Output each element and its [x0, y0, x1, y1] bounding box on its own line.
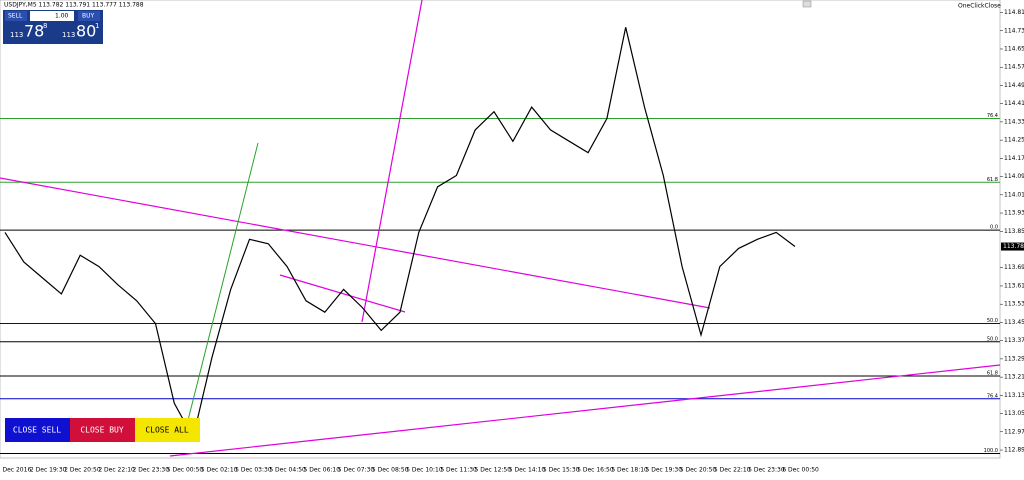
price-label: 113.855: [1004, 228, 1024, 235]
time-label: 5 Dec 07:30: [338, 467, 375, 474]
time-label: 5 Dec 20:50: [680, 467, 717, 474]
sell-button[interactable]: [5, 11, 27, 21]
bid-big: 78: [24, 22, 44, 41]
trend-line: [0, 177, 711, 309]
price-label: 114.575: [1004, 64, 1024, 71]
price-label: 114.335: [1004, 118, 1024, 125]
lot-value: 1.00: [55, 13, 69, 20]
price-label: 113.055: [1004, 410, 1024, 417]
time-label: 5 Dec 19:30: [646, 467, 683, 474]
price-label: 113.215: [1004, 374, 1024, 381]
price-label: 114.815: [1004, 9, 1024, 16]
current-price-box: [1001, 242, 1024, 251]
price-label: 114.175: [1004, 155, 1024, 162]
time-label: 5 Dec 18:10: [611, 467, 648, 474]
ask-small: 1: [95, 22, 99, 30]
level-label: 61.8: [987, 177, 998, 183]
symbol-info: USDJPY,M5 113.782 113.791 113.777 113.78…: [4, 2, 144, 9]
time-label: 5 Dec 12:50: [475, 467, 512, 474]
price-label: 114.495: [1004, 82, 1024, 89]
close-icon[interactable]: [802, 0, 812, 8]
time-label: 5 Dec 08:50: [372, 467, 409, 474]
trend-line: [169, 364, 1001, 457]
trend-line: [361, 0, 423, 323]
lot-input[interactable]: [30, 11, 74, 21]
level-label: 61.8: [987, 370, 998, 376]
time-label: 5 Dec 16:50: [577, 467, 614, 474]
buy-button[interactable]: [78, 11, 100, 21]
time-label: 2 Dec 22:10: [98, 467, 135, 474]
time-label: 5 Dec 11:30: [440, 467, 477, 474]
level-label: 0.0: [990, 225, 998, 231]
price-label: 114.415: [1004, 100, 1024, 107]
price-label: 114.655: [1004, 45, 1024, 52]
price-label: 113.135: [1004, 392, 1024, 399]
time-label: 5 Dec 06:10: [304, 467, 341, 474]
time-label: 5 Dec 10:10: [406, 467, 443, 474]
time-label: 5 Dec 22:10: [714, 467, 751, 474]
buy-label: BUY: [82, 13, 95, 20]
level-label: 76.4: [987, 113, 998, 119]
time-label: 2 Dec 23:30: [133, 467, 170, 474]
price-label: 114.735: [1004, 27, 1024, 34]
time-label: 5 Dec 23:30: [748, 467, 785, 474]
current-price-label: 113.788: [1003, 243, 1024, 250]
trend-line: [279, 274, 406, 313]
time-label: 5 Dec 04:50: [269, 467, 306, 474]
bid-prefix: 113: [10, 31, 23, 39]
ask-prefix: 113: [62, 31, 75, 39]
sell-label: SELL: [8, 13, 23, 20]
time-label: 5 Dec 14:10: [509, 467, 546, 474]
level-label: 76.4: [987, 393, 998, 399]
price-label: 113.455: [1004, 319, 1024, 326]
close-buy-button[interactable]: [70, 418, 135, 442]
time-label: 2 Dec 2016: [0, 467, 31, 474]
level-label: 100.0: [984, 448, 998, 454]
ask-big: 80: [76, 22, 96, 41]
time-label: 5 Dec 00:50: [167, 467, 204, 474]
one-click-label: OneClickClose: [958, 3, 1001, 10]
price-label: 113.535: [1004, 301, 1024, 308]
button-label: CLOSE BUY: [80, 426, 124, 435]
price-label: 114.255: [1004, 137, 1024, 144]
time-label: 2 Dec 20:50: [64, 467, 101, 474]
plot-area: [0, 0, 1001, 459]
time-label: 2 Dec 19:30: [30, 467, 67, 474]
price-label: 114.095: [1004, 173, 1024, 180]
price-label: 113.695: [1004, 264, 1024, 271]
bid-small: 8: [43, 22, 47, 30]
level-label: 50.0: [987, 318, 998, 324]
time-label: 6 Dec 00:50: [782, 467, 819, 474]
time-label: 5 Dec 02:10: [201, 467, 238, 474]
price-label: 114.015: [1004, 191, 1024, 198]
price-label: 113.935: [1004, 210, 1024, 217]
price-label: 113.615: [1004, 282, 1024, 289]
level-label: 50.0: [987, 336, 998, 342]
button-label: CLOSE SELL: [13, 426, 61, 435]
price-label: 112.975: [1004, 428, 1024, 435]
trend-line: [184, 142, 259, 433]
price-label: 112.895: [1004, 447, 1024, 454]
time-label: 5 Dec 15:30: [543, 467, 580, 474]
time-label: 5 Dec 03:30: [235, 467, 272, 474]
close-sell-button[interactable]: [5, 418, 70, 442]
price-line: [4, 27, 796, 440]
trade-panel: SELL 1.00 BUY 113 78 8 113 80 1: [3, 10, 103, 44]
close-all-button[interactable]: [135, 418, 200, 442]
button-label: CLOSE ALL: [145, 426, 189, 435]
price-label: 113.375: [1004, 337, 1024, 344]
price-label: 113.295: [1004, 355, 1024, 362]
